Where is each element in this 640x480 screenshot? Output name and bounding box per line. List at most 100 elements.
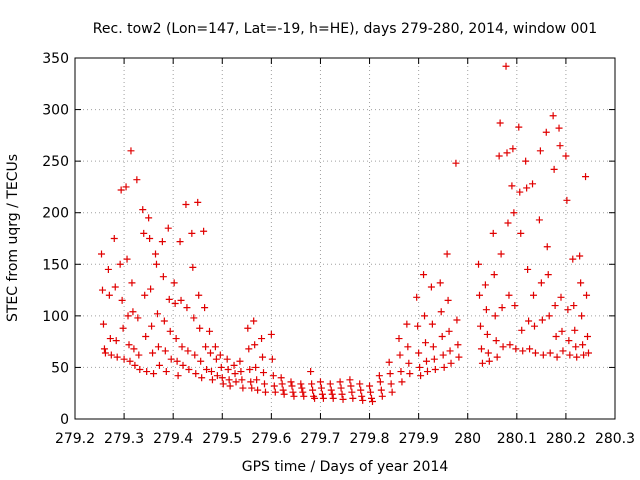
data-point [232,378,240,386]
data-point [437,308,445,316]
data-point [397,368,405,376]
y-tick-label: 150 [42,257,69,273]
data-point [476,291,484,299]
data-point [536,147,544,155]
data-points [98,62,592,405]
data-point [584,349,592,357]
data-point [559,347,567,355]
data-point [161,347,169,355]
data-point [250,317,258,325]
x-tick-label: 279.8 [349,431,389,447]
x-tick-label: 279.6 [251,431,291,447]
data-point [552,332,560,340]
data-point [213,372,221,380]
data-point [510,209,518,217]
data-point [570,302,578,310]
data-point [299,388,307,396]
data-point [328,390,336,398]
data-point [366,382,374,390]
data-point [518,326,526,334]
data-point [164,224,172,232]
data-point [349,394,357,402]
data-point [178,343,186,351]
data-point [167,355,175,363]
data-point [580,351,588,359]
data-point [260,380,268,388]
data-point [490,271,498,279]
data-point [525,317,533,325]
data-point [311,394,319,402]
data-point [225,376,233,384]
data-point [531,349,539,357]
data-point [219,380,227,388]
data-point [415,349,423,357]
data-point [493,353,501,361]
data-point [176,238,184,246]
data-point [270,382,278,390]
data-point [504,219,512,227]
data-point [516,188,524,196]
data-point [253,376,261,384]
data-point [130,345,138,353]
data-point [476,322,484,330]
data-point [517,229,525,237]
data-point [216,351,224,359]
data-point [562,152,570,160]
data-point [338,390,346,398]
data-point [110,235,118,242]
data-point [368,394,376,402]
x-tick-label: 279.5 [202,431,242,447]
data-point [445,327,453,335]
y-tick-label: 350 [42,51,69,67]
data-point [173,357,181,365]
data-point [177,296,185,304]
data-point [159,273,167,281]
x-tick-label: 279.9 [399,431,439,447]
data-point [413,293,421,301]
data-point [261,388,269,396]
data-point [98,250,106,258]
data-point [183,304,191,312]
data-point [152,250,160,258]
data-point [192,370,200,378]
data-point [485,357,493,365]
data-point [170,279,178,287]
data-point [550,165,558,173]
data-point [142,332,150,340]
data-point [427,283,435,291]
data-point [336,378,344,386]
data-point [308,380,316,388]
data-point [555,124,563,132]
data-point [236,357,244,365]
data-point [491,312,499,320]
data-point [185,365,193,373]
data-point [492,337,500,345]
data-point [446,347,454,355]
data-point [495,152,503,160]
data-point [439,351,447,359]
data-point [289,388,297,396]
data-point [440,363,448,371]
data-point [375,372,383,380]
data-point [544,271,552,279]
data-point [414,322,422,330]
data-point [538,316,546,324]
data-point [421,312,429,320]
data-point [134,314,142,322]
data-point [141,291,149,299]
data-point [569,255,577,263]
data-point [212,355,220,363]
data-point [545,312,553,320]
data-point [420,271,428,279]
data-point [478,359,486,367]
data-point [158,238,166,246]
y-tick-label: 300 [42,103,69,119]
data-point [530,322,538,330]
data-point [529,180,537,188]
data-point [147,285,155,293]
data-point [444,296,452,304]
data-point [118,296,126,304]
data-point [117,186,125,194]
data-point [316,378,324,386]
data-point [174,372,182,380]
